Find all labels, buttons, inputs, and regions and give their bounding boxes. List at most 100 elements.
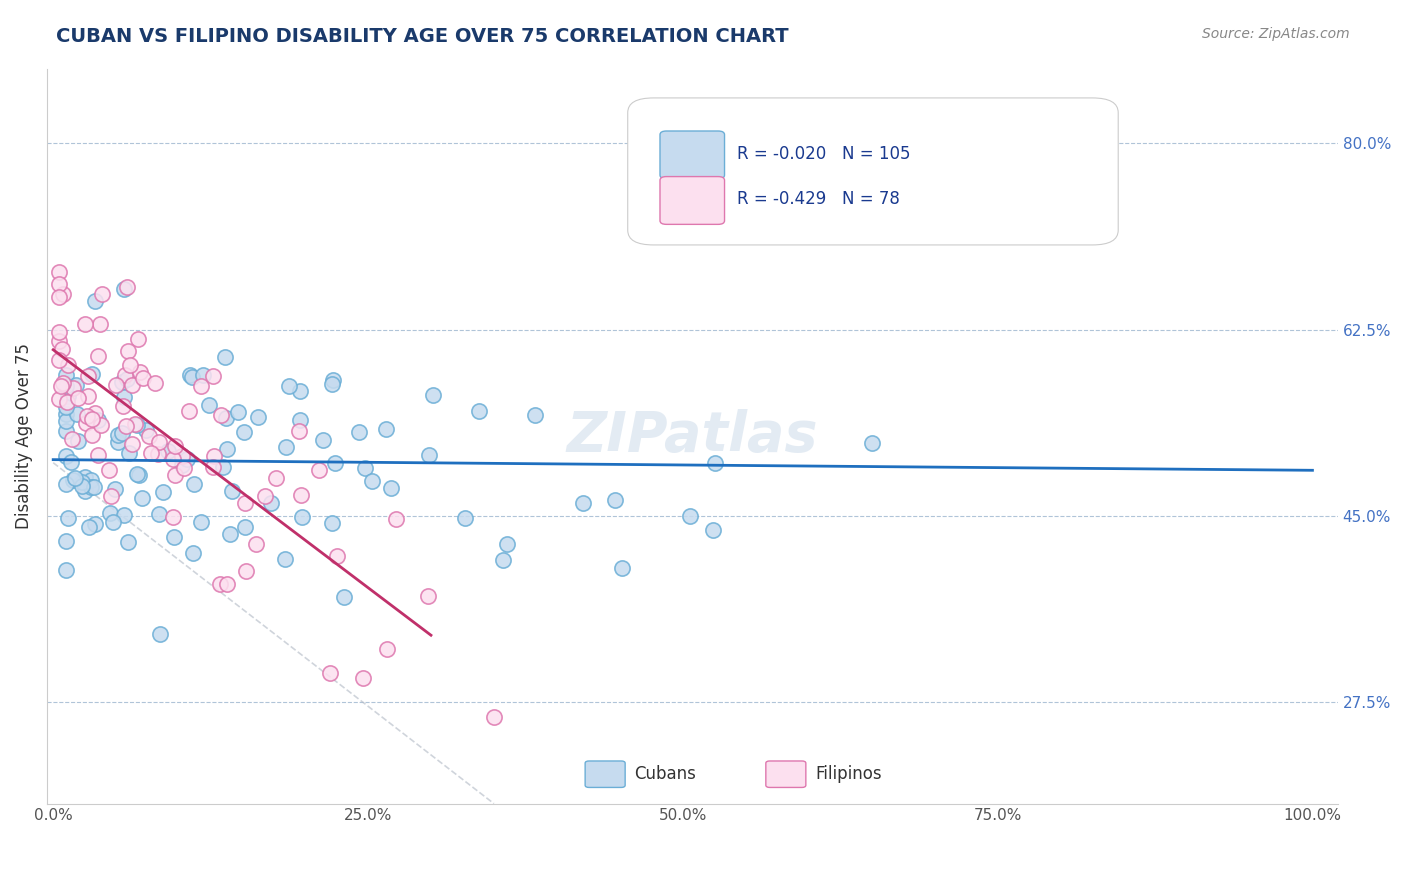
Point <box>149 627 172 641</box>
Point <box>288 384 311 398</box>
Point <box>319 666 342 681</box>
Point <box>290 488 312 502</box>
Point <box>308 463 330 477</box>
Point <box>198 398 221 412</box>
Point <box>48 325 70 339</box>
Y-axis label: Disability Age Over 75: Disability Age Over 75 <box>15 343 32 529</box>
Point <box>124 417 146 432</box>
Point <box>233 425 256 439</box>
Point <box>190 379 212 393</box>
Point <box>55 476 77 491</box>
Point <box>128 467 150 482</box>
Point <box>56 511 79 525</box>
Point <box>55 533 77 548</box>
Point <box>215 442 238 457</box>
Point <box>115 419 138 434</box>
Point <box>291 510 314 524</box>
Point <box>141 446 163 460</box>
Point <box>467 404 489 418</box>
Point <box>117 372 139 386</box>
Point <box>90 418 112 433</box>
Point <box>603 492 626 507</box>
Point <box>173 461 195 475</box>
Text: Source: ZipAtlas.com: Source: ZipAtlas.com <box>1202 27 1350 41</box>
Point <box>492 553 515 567</box>
Point <box>55 424 77 438</box>
Point <box>118 358 141 372</box>
Point <box>75 416 97 430</box>
Point <box>87 449 110 463</box>
Point <box>204 449 226 463</box>
Point <box>52 376 75 390</box>
Point <box>422 388 444 402</box>
Point <box>107 428 129 442</box>
Point <box>125 417 148 432</box>
Point <box>361 475 384 489</box>
Point <box>349 425 371 440</box>
Point <box>80 368 103 382</box>
Point <box>118 446 141 460</box>
Point <box>176 452 198 467</box>
Point <box>375 422 398 436</box>
Point <box>245 537 267 551</box>
Point <box>121 436 143 450</box>
Point <box>51 342 73 356</box>
Point <box>84 294 107 309</box>
Point <box>162 509 184 524</box>
Point <box>278 378 301 392</box>
Point <box>321 377 343 392</box>
Point <box>127 332 149 346</box>
Text: ZIPatlas: ZIPatlas <box>567 409 818 463</box>
Point <box>80 428 103 442</box>
Point <box>55 450 77 464</box>
Point <box>80 473 103 487</box>
FancyBboxPatch shape <box>585 761 626 788</box>
Point <box>201 368 224 383</box>
Point <box>233 496 256 510</box>
Point <box>112 508 135 523</box>
Point <box>221 483 243 498</box>
Point <box>145 376 167 391</box>
Point <box>202 460 225 475</box>
Point <box>55 407 77 421</box>
Point <box>98 506 121 520</box>
Point <box>112 399 135 413</box>
Point <box>56 389 79 403</box>
Point <box>253 489 276 503</box>
Point <box>48 277 70 291</box>
Point <box>260 496 283 510</box>
Point <box>131 491 153 506</box>
Point <box>62 473 84 487</box>
Point <box>326 549 349 563</box>
Point <box>105 378 128 392</box>
Point <box>101 515 124 529</box>
Point <box>75 470 97 484</box>
Point <box>418 589 440 603</box>
Point <box>170 449 193 463</box>
Point <box>66 434 89 449</box>
Point <box>288 424 311 438</box>
Point <box>70 475 93 489</box>
Point <box>114 282 136 296</box>
Point <box>380 481 402 495</box>
Point <box>66 407 89 421</box>
Point <box>679 508 702 523</box>
Point <box>211 459 233 474</box>
Point <box>495 537 517 551</box>
Point <box>217 577 239 591</box>
Point <box>148 435 170 450</box>
Point <box>148 507 170 521</box>
Text: CUBAN VS FILIPINO DISABILITY AGE OVER 75 CORRELATION CHART: CUBAN VS FILIPINO DISABILITY AGE OVER 75… <box>56 27 789 45</box>
FancyBboxPatch shape <box>659 131 724 178</box>
Point <box>100 489 122 503</box>
Point <box>58 358 80 372</box>
Point <box>247 409 270 424</box>
Point <box>180 369 202 384</box>
Point <box>572 496 595 510</box>
Point <box>165 439 187 453</box>
Point <box>112 390 135 404</box>
Point <box>132 371 155 385</box>
Point <box>454 510 477 524</box>
Point <box>104 482 127 496</box>
Point <box>107 434 129 449</box>
